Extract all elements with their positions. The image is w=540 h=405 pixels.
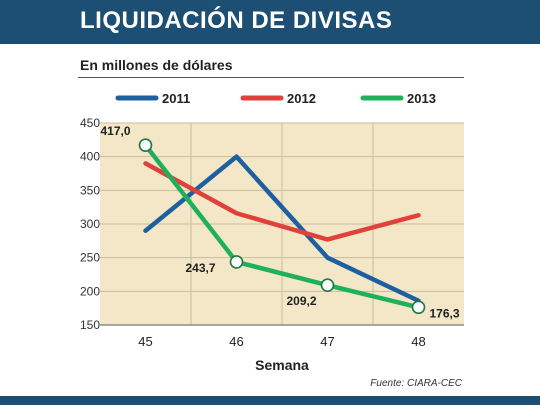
data-point-marker	[411, 300, 426, 315]
x-tick-labels: 45 46 47 48	[138, 334, 425, 349]
data-point-marker	[320, 278, 335, 292]
y-tick-label: 300	[80, 217, 100, 231]
series-line-2011	[143, 154, 421, 304]
x-tick-label: 45	[138, 334, 152, 349]
legend-label-2011: 2011	[162, 91, 190, 106]
series-line-2012	[143, 161, 421, 242]
data-point-label: 417,0	[100, 124, 130, 138]
series-line-2013	[143, 142, 421, 310]
footer-bar	[0, 396, 540, 405]
legend-label-2013: 2013	[407, 91, 436, 106]
data-point-marker	[229, 255, 244, 269]
chart-series: 417,0 243,7 209,2 176,3	[100, 124, 459, 320]
page-title: LIQUIDACIÓN DE DIVISAS	[80, 7, 393, 34]
chart-subtitle: En millones de dólares	[80, 57, 233, 73]
header-bar: LIQUIDACIÓN DE DIVISAS	[0, 0, 540, 44]
legend: 2011 2012 2013	[115, 91, 436, 106]
x-tick-label: 47	[320, 334, 334, 349]
y-tick-label: 400	[80, 150, 100, 164]
data-point-label: 209,2	[286, 294, 316, 308]
y-tick-label: 250	[80, 251, 100, 265]
data-point-label: 176,3	[429, 306, 459, 320]
y-tick-label: 200	[80, 284, 100, 298]
y-tick-label: 350	[80, 183, 100, 197]
x-axis-label: Semana	[255, 357, 309, 373]
data-point-label: 243,7	[185, 261, 215, 275]
y-tick-label: 150	[80, 318, 100, 332]
x-tick-label: 48	[411, 334, 425, 349]
y-tick-label: 450	[80, 116, 100, 130]
y-tick-labels: 150 200 250 300 350 400 450	[80, 116, 100, 332]
subtitle-rule	[78, 77, 464, 78]
x-tick-label: 46	[229, 334, 243, 349]
data-point-marker	[138, 138, 153, 153]
legend-label-2012: 2012	[287, 91, 316, 106]
source-note: Fuente: CIARA-CEC	[370, 378, 462, 389]
